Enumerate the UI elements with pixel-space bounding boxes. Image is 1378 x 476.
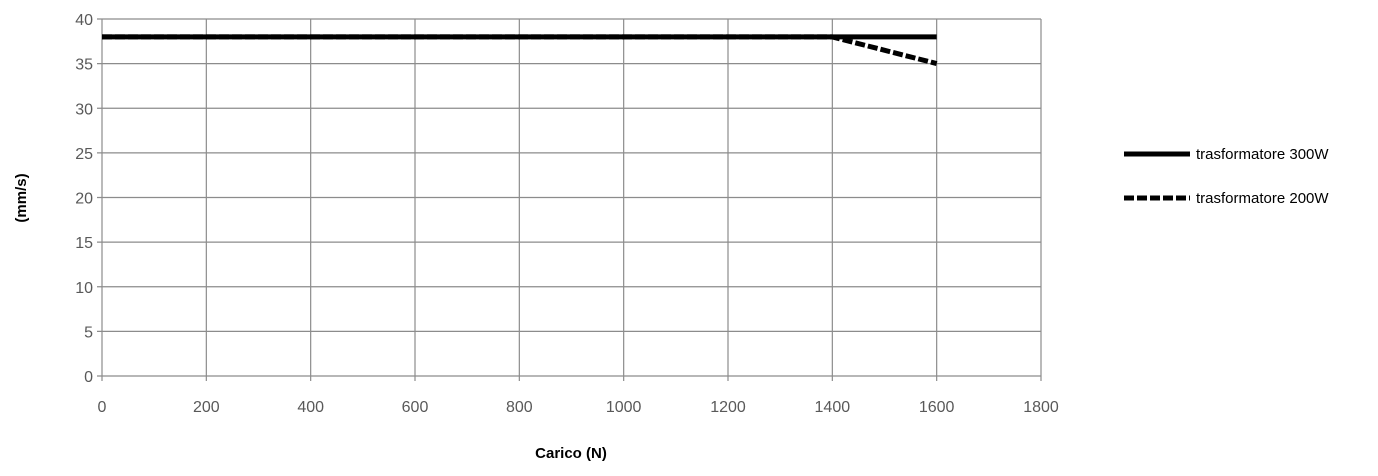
y-tick-label: 10 [75, 280, 93, 297]
y-tick-label: 40 [75, 12, 93, 29]
y-tick-label: 5 [84, 324, 93, 341]
legend-item-200w: trasformatore 200W [1124, 190, 1329, 207]
x-tick-label: 1000 [606, 399, 642, 416]
x-tick-label: 800 [506, 399, 533, 416]
y-tick-label: 20 [75, 191, 93, 208]
legend-item-300w: trasformatore 300W [1124, 146, 1329, 163]
y-tick-label: 30 [75, 101, 93, 118]
legend-label-300w: trasformatore 300W [1196, 146, 1329, 163]
grid [97, 18, 1042, 381]
y-tick-label: 15 [75, 235, 93, 252]
y-tick-label: 25 [75, 146, 93, 163]
x-tick-label: 200 [193, 399, 220, 416]
series-line-200w [102, 34, 938, 67]
x-tick-label: 600 [402, 399, 429, 416]
x-tick-label: 0 [98, 399, 107, 416]
x-tick-label: 400 [297, 399, 324, 416]
legend: trasformatore 300W trasformatore 200W [1124, 146, 1329, 207]
y-tick-label: 0 [84, 369, 93, 386]
x-tick-label: 1200 [710, 399, 746, 416]
legend-label-200w: trasformatore 200W [1196, 190, 1329, 207]
series-lines [102, 34, 938, 67]
x-tick-label: 1600 [919, 399, 955, 416]
x-axis-title: Carico (N) [535, 445, 607, 462]
x-tick-label: 1800 [1023, 399, 1059, 416]
y-axis-title: (mm/s) [13, 173, 30, 222]
x-tick-label: 1400 [815, 399, 851, 416]
y-tick-label: 35 [75, 57, 93, 74]
